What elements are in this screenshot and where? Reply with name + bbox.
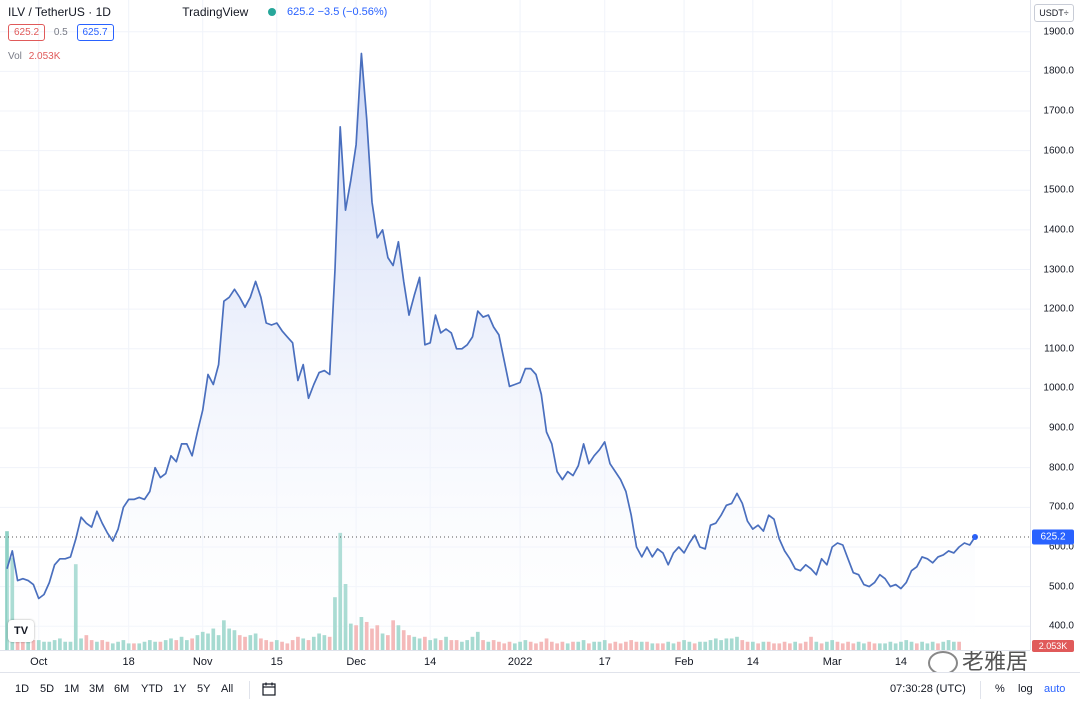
toolbar-divider — [980, 681, 981, 699]
auto-scale-button[interactable]: auto — [1044, 683, 1066, 695]
buy-price-button[interactable]: 625.7 — [76, 24, 114, 41]
time-tick-label: 14 — [746, 656, 759, 668]
date-range-icon[interactable] — [262, 682, 276, 696]
price-tick-label: 1400.0 — [1043, 224, 1074, 236]
time-tick-label: Dec — [346, 656, 366, 668]
price-tick-label: 1100.0 — [1044, 343, 1074, 355]
last-price-point — [972, 534, 978, 541]
time-tick-label: Mar — [822, 656, 842, 668]
bid-ask-row: 625.2 0.5 625.7 — [8, 24, 114, 41]
quote-change: 625.2 −3.5 (−0.56%) — [287, 5, 388, 18]
price-tick-label: 1600.0 — [1043, 145, 1074, 157]
spread-value: 0.5 — [53, 27, 68, 38]
time-tick-label: Nov — [192, 656, 213, 668]
utc-clock[interactable]: 07:30:28 (UTC) — [890, 683, 966, 695]
price-axis[interactable]: 400.0 500.0 600.0 700.0 800.0 900.0 1000.0 1100… — [1030, 0, 1080, 650]
price-tick-label: 900.0 — [1048, 422, 1074, 434]
price-tick-label: 700.0 — [1048, 501, 1074, 513]
chart-pane[interactable]: ILV / TetherUS · 1D TradingView 625.2 −3… — [0, 0, 1030, 676]
time-tick-label: 14 — [424, 656, 437, 668]
sell-price-button[interactable]: 625.2 — [8, 24, 46, 41]
range-button-1m[interactable]: 1M — [64, 683, 80, 695]
volume-legend: Vol 2.053K — [8, 51, 60, 62]
last-price-tag: 625.2 — [1032, 529, 1074, 545]
toolbar-divider — [249, 681, 250, 699]
price-tick-label: 1500.0 — [1043, 184, 1074, 196]
percent-scale-button[interactable]: % — [995, 683, 1005, 695]
symbol-legend: ILV / TetherUS · 1D TradingView 625.2 −3… — [8, 4, 387, 19]
tradingview-logo[interactable]: TV — [8, 620, 34, 642]
price-tick-label: 1800.0 — [1043, 65, 1074, 77]
range-button-ytd[interactable]: YTD — [141, 683, 163, 695]
bottom-toolbar: 1D 5D 1M 3M 6M YTD 1Y 5Y All 07:30:28 (UTC) % lo… — [0, 672, 1080, 706]
brand-label: TradingView — [182, 4, 249, 19]
range-button-1d[interactable]: 1D — [15, 683, 30, 695]
range-button-6m[interactable]: 6M — [114, 683, 130, 695]
price-chart[interactable] — [0, 0, 1030, 650]
watermark-text: 老雅居 — [962, 649, 1029, 674]
time-tick-label: Oct — [30, 656, 48, 668]
volume-label: Vol — [8, 51, 22, 62]
price-tick-label: 1700.0 — [1043, 105, 1074, 117]
watermark: 老雅居 — [928, 644, 1028, 676]
time-tick-label: 15 — [270, 656, 283, 668]
range-button-all[interactable]: All — [221, 683, 234, 695]
volume-value: 2.053K — [28, 51, 61, 62]
price-area-fill — [7, 53, 975, 650]
price-tick-label: 400.0 — [1048, 620, 1074, 632]
market-status-dot — [267, 7, 276, 16]
range-button-1y[interactable]: 1Y — [173, 683, 187, 695]
symbol-title[interactable]: ILV / TetherUS · 1D — [8, 4, 111, 19]
price-tick-label: 600.0 — [1048, 541, 1074, 553]
price-tick-label: 1300.0 — [1043, 264, 1074, 275]
time-tick-label: 14 — [894, 656, 908, 668]
time-tick-label: 2022 — [507, 656, 533, 668]
price-tick-label: 500.0 — [1048, 581, 1074, 593]
price-tick-label: 1900.0 — [1043, 26, 1074, 38]
time-tick-label: Feb — [674, 656, 694, 668]
price-tick-label: 800.0 — [1048, 462, 1074, 474]
price-tick-label: 1200.0 — [1043, 303, 1074, 315]
time-tick-label: 18 — [122, 656, 135, 668]
time-axis[interactable]: Oct 18 Nov 15 Dec 14 2022 17 Feb 14 Mar 14 — [0, 650, 1030, 673]
volume-tag: 2.053K — [1032, 640, 1074, 652]
range-button-5d[interactable]: 5D — [40, 683, 55, 695]
price-area — [6, 52, 978, 650]
log-scale-button[interactable]: log — [1018, 683, 1033, 695]
range-button-5y[interactable]: 5Y — [197, 683, 211, 695]
currency-select[interactable]: USDT÷ — [1034, 4, 1074, 22]
range-button-3m[interactable]: 3M — [89, 683, 105, 695]
price-line — [6, 52, 976, 600]
time-tick-label: 17 — [598, 656, 611, 668]
price-tick-label: 1000.0 — [1043, 382, 1074, 394]
